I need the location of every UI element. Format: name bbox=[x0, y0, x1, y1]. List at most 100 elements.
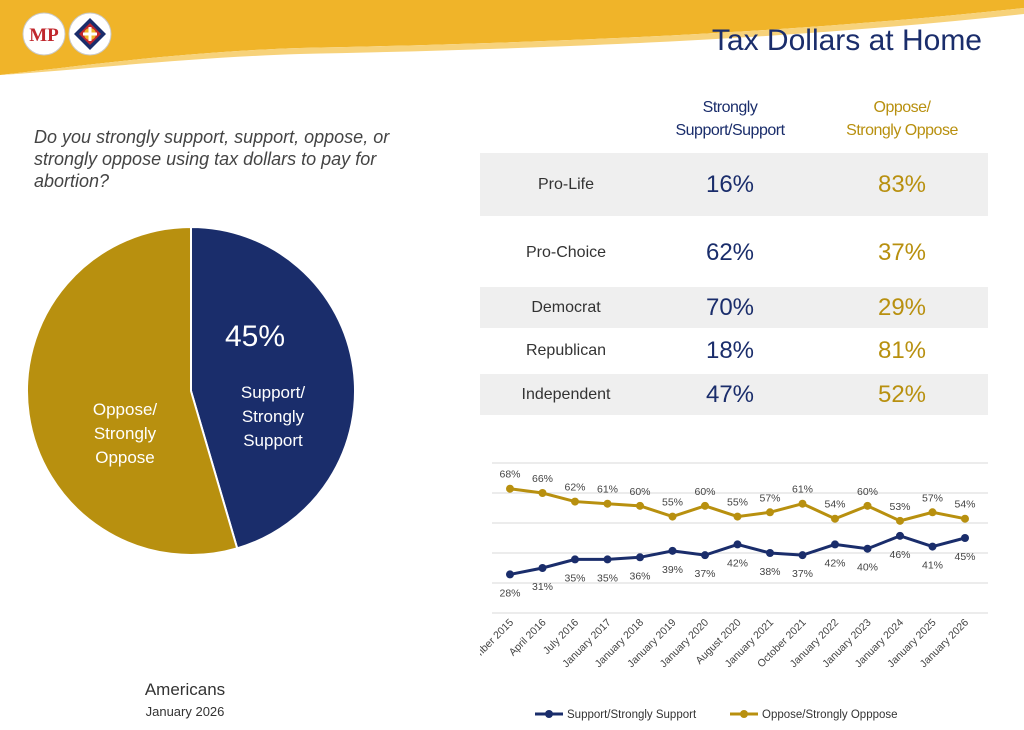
legend-support: Support/Strongly Support bbox=[535, 709, 697, 721]
pie-support-percent: 45% bbox=[224, 320, 286, 353]
data-label: 42% bbox=[727, 557, 748, 569]
data-label: 54% bbox=[824, 499, 845, 511]
data-point bbox=[701, 501, 709, 510]
row-oppose: 37% bbox=[877, 239, 927, 266]
data-label: 41% bbox=[922, 560, 943, 572]
table-row: Pro-Life 16% 83% bbox=[480, 153, 988, 216]
data-point bbox=[798, 551, 807, 560]
data-point bbox=[668, 512, 677, 521]
legend-label: Support/Strongly Support bbox=[567, 709, 697, 721]
data-label: 42% bbox=[824, 557, 845, 569]
data-point bbox=[928, 508, 937, 517]
row-label: Independent bbox=[480, 374, 652, 415]
data-label: 53% bbox=[889, 501, 910, 513]
data-point bbox=[506, 570, 514, 579]
data-label: 36% bbox=[629, 570, 650, 582]
legend-swatch-marker bbox=[740, 710, 748, 718]
col-head-support-2: Support/Support bbox=[675, 122, 785, 139]
legend-label: Oppose/Strongly Opppose bbox=[762, 709, 898, 721]
data-point bbox=[733, 540, 742, 549]
pie-population: Americans bbox=[144, 680, 226, 699]
data-label: 57% bbox=[922, 492, 943, 504]
table-row: Republican 18% 81% bbox=[480, 331, 988, 371]
data-point bbox=[961, 534, 969, 542]
data-label: 61% bbox=[792, 484, 813, 496]
table-row: Independent 47% 52% bbox=[480, 374, 988, 415]
data-point bbox=[831, 514, 839, 523]
data-label: 54% bbox=[954, 499, 975, 511]
data-label: 60% bbox=[629, 486, 650, 498]
row-label: Pro-Choice bbox=[525, 244, 607, 261]
data-point bbox=[571, 555, 579, 564]
pie-chart bbox=[26, 225, 356, 556]
col-head-support-1: Strongly bbox=[702, 99, 758, 116]
data-point bbox=[603, 555, 612, 564]
pie-oppose-label: Oppose/ Strongly Oppose bbox=[70, 398, 180, 470]
pie-oppose-label-2: Strongly bbox=[93, 424, 157, 443]
data-point bbox=[863, 544, 872, 553]
table-row: Pro-Choice 62% 37% bbox=[480, 222, 988, 284]
pie-oppose-label-3: Oppose bbox=[95, 448, 155, 467]
pie-support-label-3: Support bbox=[243, 431, 303, 450]
data-point bbox=[603, 499, 612, 508]
data-label: 28% bbox=[499, 587, 520, 599]
data-label: 55% bbox=[662, 497, 683, 509]
data-point bbox=[766, 549, 774, 557]
data-point bbox=[571, 497, 579, 506]
pie-slice-support bbox=[190, 225, 356, 550]
data-point bbox=[766, 508, 774, 517]
data-point bbox=[831, 540, 839, 549]
col-head-oppose-2: Strongly Oppose bbox=[846, 122, 958, 139]
row-label: Republican bbox=[525, 342, 607, 359]
data-label: 45% bbox=[954, 551, 975, 563]
pie-oppose-label-1: Oppose/ bbox=[92, 400, 158, 419]
data-label: 37% bbox=[792, 568, 813, 580]
legend-oppose: Oppose/Strongly Opppose bbox=[730, 709, 898, 721]
data-point bbox=[896, 531, 904, 540]
data-point bbox=[538, 489, 547, 497]
table-row: Democrat 70% 29% bbox=[480, 287, 988, 328]
row-support: 62% bbox=[705, 239, 755, 266]
row-support: 70% bbox=[644, 287, 816, 328]
trend-line-chart: 28% 31% 35% 35% 36% 39% 37% 42% 38% 37% 42% 40% 46% 4… bbox=[480, 462, 988, 721]
pie-support-label: Support/ Strongly Support bbox=[218, 381, 328, 453]
pie-slice-oppose bbox=[26, 225, 239, 556]
data-point bbox=[896, 516, 904, 525]
data-label: 37% bbox=[694, 568, 715, 580]
data-point bbox=[701, 551, 709, 560]
data-label: 57% bbox=[759, 492, 780, 504]
page-title: Tax Dollars at Home bbox=[711, 24, 982, 57]
data-label: 66% bbox=[532, 473, 553, 485]
header-banner bbox=[0, 0, 1024, 75]
row-oppose: 29% bbox=[816, 287, 988, 328]
data-point bbox=[798, 499, 807, 508]
row-support: 18% bbox=[705, 337, 755, 364]
row-support: 16% bbox=[644, 153, 816, 216]
data-point bbox=[668, 546, 677, 555]
col-head-support: Strongly Support/Support bbox=[644, 96, 816, 142]
data-point bbox=[863, 501, 872, 510]
data-label: 60% bbox=[857, 486, 878, 498]
data-point bbox=[636, 553, 644, 562]
data-point bbox=[733, 512, 742, 521]
data-point bbox=[506, 484, 514, 493]
data-label: 55% bbox=[727, 497, 748, 509]
row-label: Pro-Life bbox=[480, 153, 652, 216]
header-logos: MP bbox=[22, 12, 114, 56]
pie-support-label-1: Support/ bbox=[240, 383, 306, 402]
data-label: 31% bbox=[532, 581, 553, 593]
data-label: 39% bbox=[662, 564, 683, 576]
data-label: 38% bbox=[759, 566, 780, 578]
data-point bbox=[636, 501, 644, 510]
data-label: 35% bbox=[564, 572, 585, 584]
row-oppose: 52% bbox=[816, 374, 988, 415]
data-point bbox=[928, 542, 937, 551]
legend-swatch-marker bbox=[545, 710, 553, 718]
data-label: 62% bbox=[564, 482, 585, 494]
col-head-oppose-1: Oppose/ bbox=[873, 99, 931, 116]
data-label: 61% bbox=[597, 484, 618, 496]
row-oppose: 81% bbox=[877, 337, 927, 364]
data-label: 40% bbox=[857, 562, 878, 574]
data-label: 60% bbox=[694, 486, 715, 498]
data-label: 35% bbox=[597, 572, 618, 584]
